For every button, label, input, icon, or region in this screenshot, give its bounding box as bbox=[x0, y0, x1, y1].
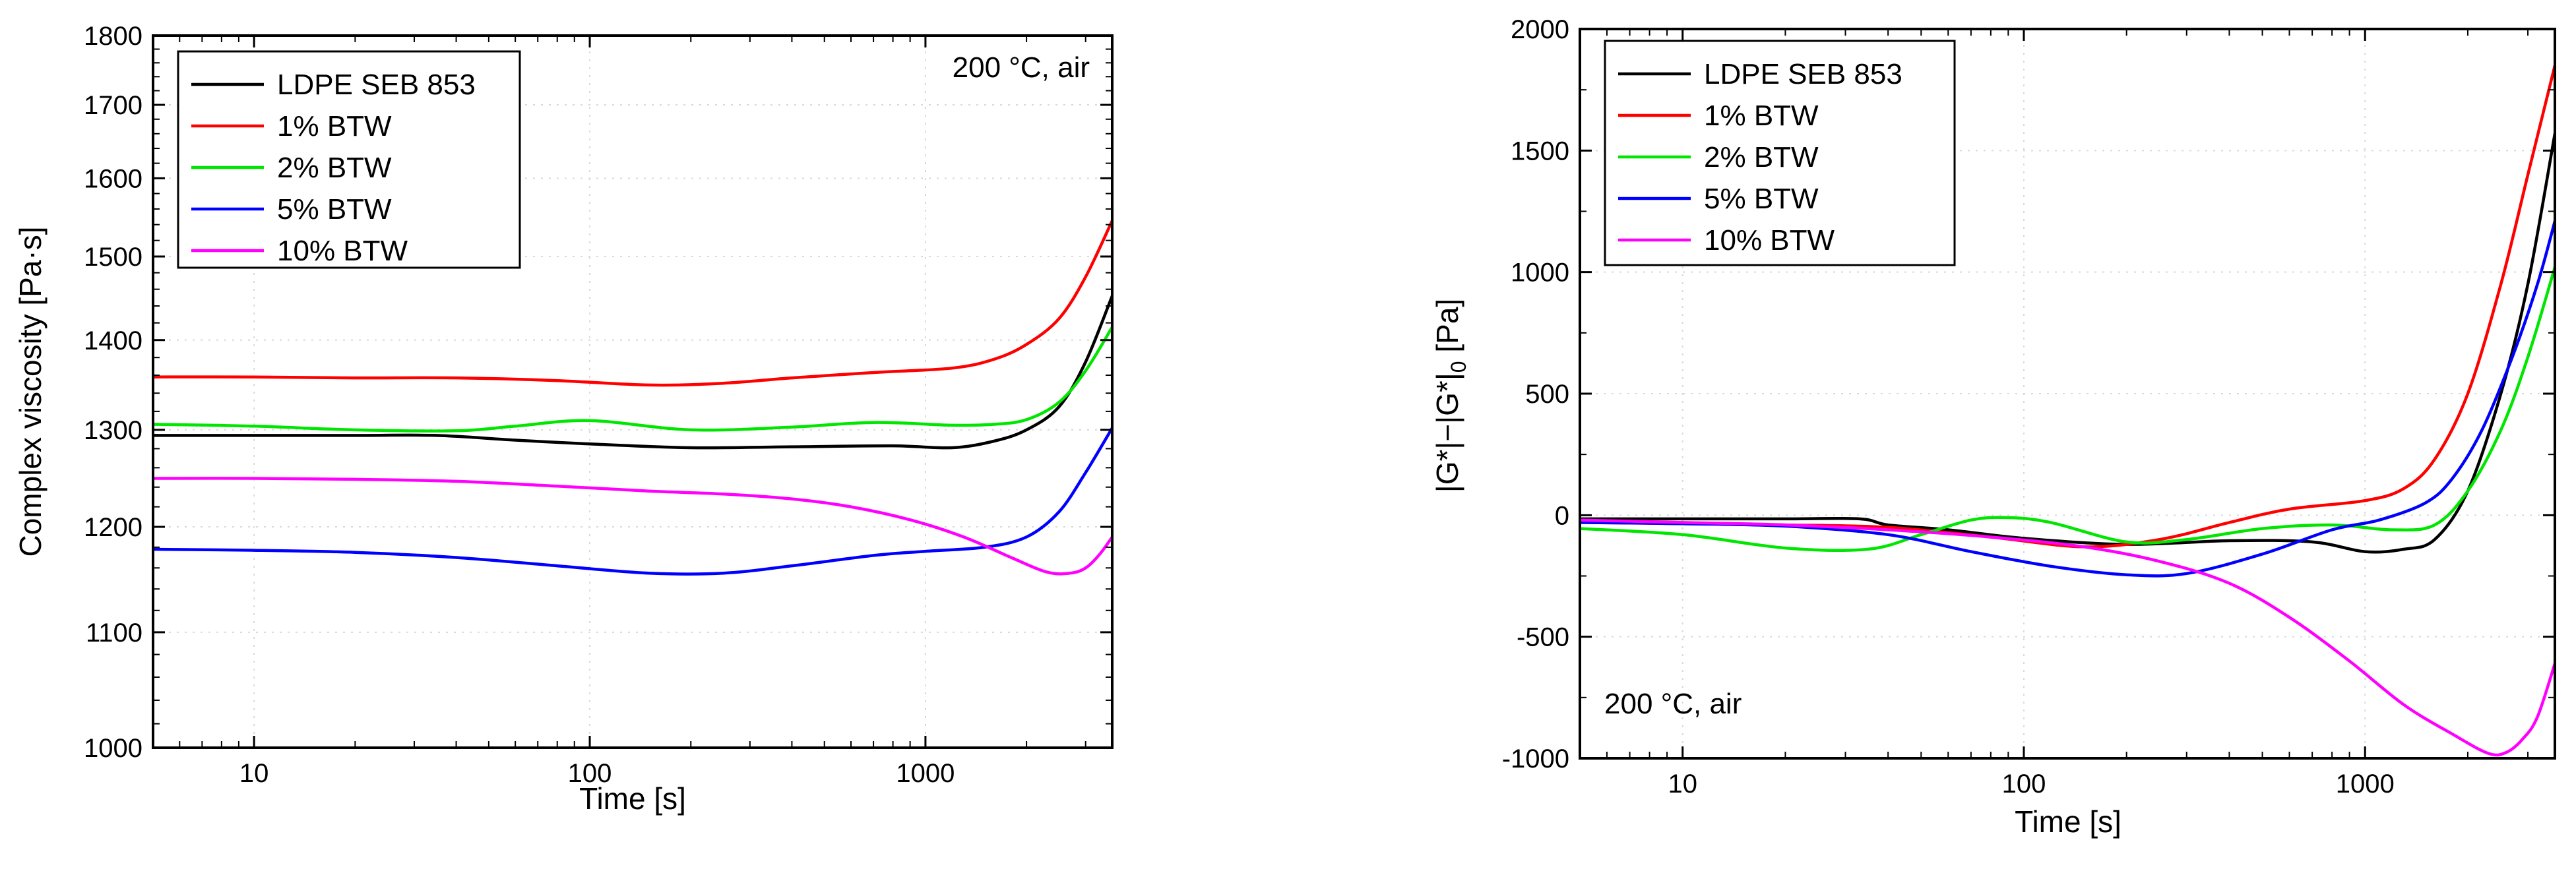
modulus-y-axis-label-subscript: 0 bbox=[1447, 361, 1470, 373]
modulus-y-axis-label: |G*|−|G*|0 [Pa] bbox=[1430, 299, 1470, 493]
modulus-y-tick-label-0: 0 bbox=[1555, 501, 1569, 530]
viscosity-y-axis-label: Complex viscosity [Pa·s] bbox=[13, 226, 47, 557]
viscosity-series-10pct-btw bbox=[153, 477, 1112, 576]
modulus-tick-labels: 10 100 1000 -1000 -500 0 500 1000 1500 2000 bbox=[1502, 15, 2395, 799]
viscosity-series-1pct-btw bbox=[153, 220, 1112, 387]
modulus-legend-label-5pct-btw: 5% BTW bbox=[1704, 183, 1819, 215]
viscosity-y-tick-label-1200: 1200 bbox=[84, 513, 142, 542]
viscosity-series-2pct-btw bbox=[153, 326, 1112, 433]
viscosity-ticks bbox=[152, 34, 1112, 749]
modulus-legend-box bbox=[1604, 40, 1956, 266]
modulus-chart: 10 100 1000 -1000 -500 0 500 1000 1500 2000 Time … bbox=[1430, 15, 2556, 839]
modulus-y-tick-label--500: -500 bbox=[1517, 623, 1569, 652]
modulus-x-tick-label-100: 100 bbox=[2002, 769, 2046, 799]
viscosity-legend-label-5pct-btw: 5% BTW bbox=[277, 193, 392, 226]
viscosity-y-tick-label-1000: 1000 bbox=[84, 734, 142, 763]
modulus-x-axis-label: Time [s] bbox=[2015, 804, 2121, 839]
viscosity-series-group bbox=[153, 220, 1112, 576]
modulus-y-axis-label-main: |G*|−|G*| bbox=[1430, 373, 1464, 493]
modulus-y-axis-label-unit: [Pa] bbox=[1430, 299, 1464, 361]
viscosity-y-tick-label-1500: 1500 bbox=[84, 243, 142, 272]
viscosity-y-tick-label-1300: 1300 bbox=[84, 416, 142, 445]
viscosity-y-tick-label-1600: 1600 bbox=[84, 164, 142, 193]
viscosity-x-tick-label-1000: 1000 bbox=[896, 759, 955, 788]
viscosity-chart: 10 100 1000 1000 1100 1200 1300 1400 1500 1600 170… bbox=[13, 22, 1114, 816]
modulus-y-tick-label-1000: 1000 bbox=[1511, 258, 1569, 287]
viscosity-series-5pct-btw bbox=[153, 427, 1112, 576]
modulus-legend-label-1pct-btw: 1% BTW bbox=[1704, 100, 1819, 132]
viscosity-x-axis-label: Time [s] bbox=[579, 781, 686, 816]
viscosity-tick-labels: 10 100 1000 1000 1100 1200 1300 1400 1500 1600 170… bbox=[84, 22, 955, 788]
viscosity-legend-label-10pct-btw: 10% BTW bbox=[277, 235, 408, 267]
modulus-series-5pct-btw bbox=[1580, 220, 2555, 578]
viscosity-y-tick-label-1100: 1100 bbox=[86, 619, 142, 648]
modulus-series-group bbox=[1580, 65, 2555, 757]
viscosity-legend-label-ldpe-seb-853: LDPE SEB 853 bbox=[277, 69, 476, 101]
modulus-series-10pct-btw bbox=[1580, 518, 2555, 757]
modulus-y-tick-label-1500: 1500 bbox=[1511, 136, 1569, 166]
viscosity-y-tick-label-1800: 1800 bbox=[84, 22, 142, 51]
modulus-legend-label-10pct-btw: 10% BTW bbox=[1704, 224, 1835, 256]
viscosity-legend-box bbox=[177, 50, 521, 269]
modulus-y-tick-label--1000: -1000 bbox=[1502, 744, 1569, 773]
modulus-y-tick-label-500: 500 bbox=[1525, 380, 1569, 409]
modulus-ticks bbox=[1579, 28, 2555, 760]
viscosity-x-tick-label-100: 100 bbox=[568, 759, 612, 788]
viscosity-legend-label-1pct-btw: 1% BTW bbox=[277, 110, 392, 142]
modulus-grid bbox=[1580, 29, 2555, 758]
modulus-legend: LDPE SEB 853 1% BTW 2% BTW 5% BTW 10% BTW bbox=[1604, 40, 1956, 266]
modulus-x-tick-label-1000: 1000 bbox=[2336, 769, 2395, 799]
modulus-annotation: 200 °C, air bbox=[1604, 688, 1742, 720]
viscosity-plot-frame bbox=[152, 34, 1114, 749]
viscosity-annotation: 200 °C, air bbox=[953, 51, 1090, 84]
modulus-legend-label-ldpe-seb-853: LDPE SEB 853 bbox=[1704, 58, 1902, 90]
modulus-legend-label-2pct-btw: 2% BTW bbox=[1704, 141, 1819, 173]
viscosity-y-tick-label-1400: 1400 bbox=[84, 326, 142, 355]
viscosity-legend: LDPE SEB 853 1% BTW 2% BTW 5% BTW 10% BTW bbox=[177, 50, 521, 269]
modulus-y-tick-label-2000: 2000 bbox=[1511, 15, 1569, 44]
modulus-series-ldpe-seb-853 bbox=[1580, 133, 2555, 554]
viscosity-y-tick-label-1700: 1700 bbox=[84, 91, 142, 120]
viscosity-x-tick-label-10: 10 bbox=[239, 759, 269, 788]
modulus-series-2pct-btw bbox=[1580, 266, 2555, 553]
viscosity-series-ldpe-seb-853 bbox=[153, 295, 1112, 450]
viscosity-legend-label-2pct-btw: 2% BTW bbox=[277, 152, 392, 184]
modulus-x-tick-label-10: 10 bbox=[1668, 769, 1697, 799]
